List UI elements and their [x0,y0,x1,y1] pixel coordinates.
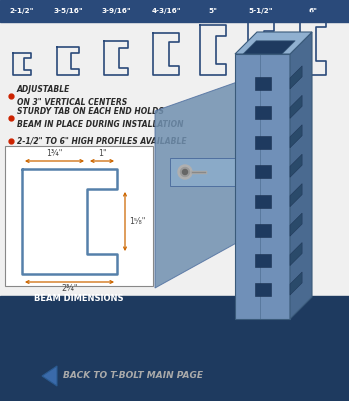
Bar [235,54,290,319]
Text: 2-1/2": 2-1/2" [10,8,34,14]
Polygon shape [290,272,302,295]
Bar [5,146,153,286]
Text: BEAM DIMENSIONS: BEAM DIMENSIONS [34,294,124,303]
Text: 2¾": 2¾" [61,284,78,293]
Circle shape [183,170,187,174]
Text: ADJUSTABLE
ON 3" VERTICAL CENTERS: ADJUSTABLE ON 3" VERTICAL CENTERS [17,85,127,107]
Polygon shape [290,32,312,319]
Circle shape [178,165,192,179]
Bar [0,296,349,401]
Polygon shape [290,95,302,118]
Polygon shape [155,81,240,288]
Bar [254,253,270,267]
Polygon shape [170,158,240,186]
Polygon shape [290,154,302,177]
Bar [254,106,270,119]
Polygon shape [290,66,302,89]
Polygon shape [243,41,295,54]
Bar [254,77,270,90]
Text: 3-9/16": 3-9/16" [101,8,131,14]
Circle shape [180,168,190,176]
Text: BACK TO T-BOLT MAIN PAGE: BACK TO T-BOLT MAIN PAGE [63,371,203,381]
Polygon shape [235,32,312,54]
Bar [254,195,270,208]
Bar [254,136,270,149]
Text: 6": 6" [309,8,318,14]
Polygon shape [290,125,302,148]
Text: 4-3/16": 4-3/16" [151,8,181,14]
Text: STURDY TAB ON EACH END HOLDS
BEAM IN PLACE DURING INSTALLATION: STURDY TAB ON EACH END HOLDS BEAM IN PLA… [17,107,184,129]
Text: 1": 1" [98,149,106,158]
Polygon shape [42,366,57,386]
Polygon shape [290,213,302,236]
Bar [0,0,349,22]
Polygon shape [290,184,302,207]
Text: 2-1/2" TO 6" HIGH PROFILES AVAILABLE: 2-1/2" TO 6" HIGH PROFILES AVAILABLE [17,136,187,146]
Text: 3-5/16": 3-5/16" [53,8,83,14]
Bar [254,283,270,296]
Bar [254,165,270,178]
Text: 1¾": 1¾" [46,149,63,158]
Text: 5-1/2": 5-1/2" [249,8,273,14]
Text: 1⁵⁄₈": 1⁵⁄₈" [129,217,146,226]
Polygon shape [290,243,302,265]
Bar [254,224,270,237]
Text: 5": 5" [208,8,217,14]
